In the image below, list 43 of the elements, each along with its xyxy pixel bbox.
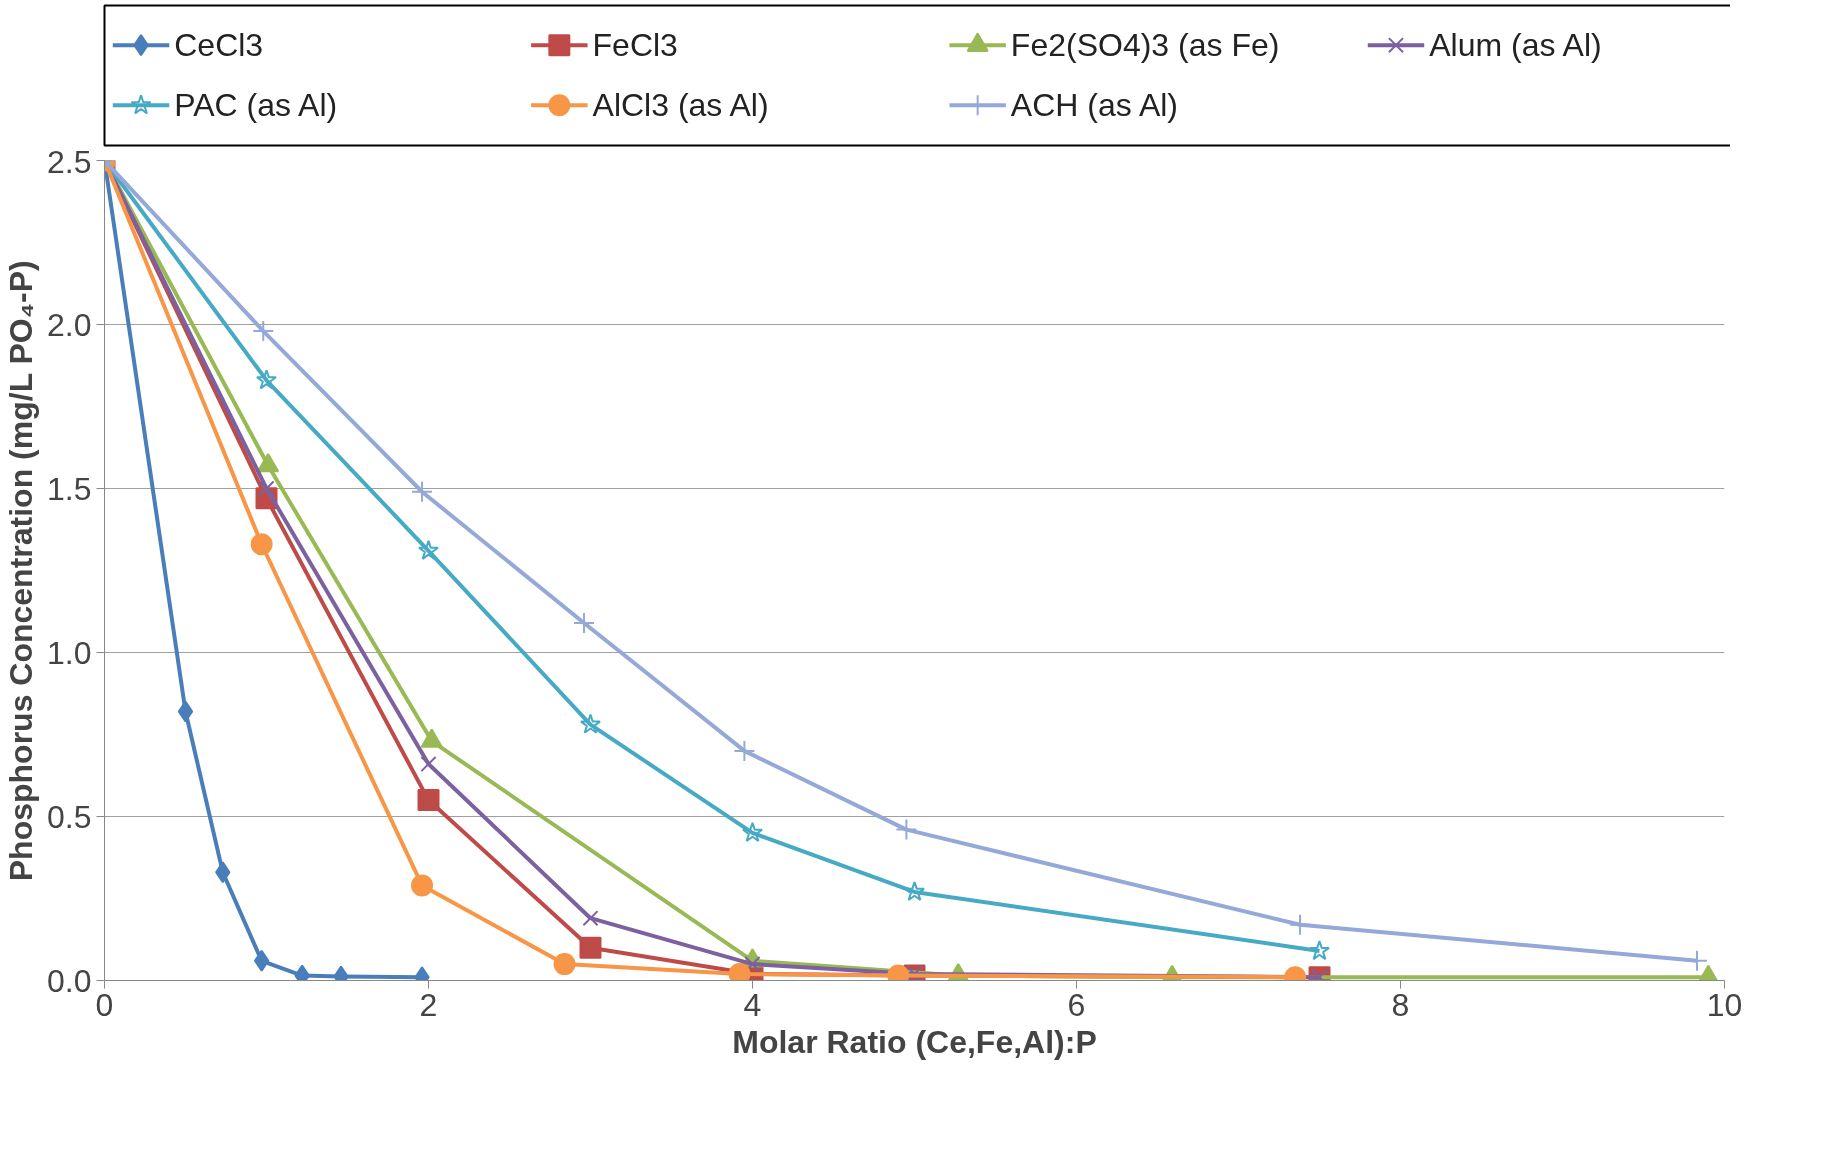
point [250,533,273,556]
point [579,713,602,734]
legend-label: Alum (as Al) [1429,27,1602,64]
point [733,739,756,762]
point [417,539,440,560]
y-tick-label: 2.5 [47,143,92,180]
x-tick-label: 8 [1391,986,1410,1023]
legend-label: ACH (as Al) [1010,87,1178,124]
point [573,611,596,634]
x-tick-label: 2 [419,986,438,1023]
y-tick-label: 1.5 [47,470,92,507]
y-tick-label: 1.0 [47,634,92,671]
point [417,789,440,812]
point [1308,939,1331,961]
point [255,369,278,390]
x-tick-label: 0 [95,986,114,1023]
x-tick-label: 10 [1706,986,1743,1023]
point [741,821,764,842]
legend-label: PAC (as Al) [174,87,338,124]
legend-label: AlCl3 (as Al) [592,87,769,124]
y-tick-label: 0.5 [47,798,92,835]
legend-label: Fe2(SO4)3 (as Fe) [1010,27,1280,64]
point [177,700,194,723]
x-axis-title: Molar Ratio (Ce,Fe,Al):P [732,1023,1097,1060]
point [728,962,751,981]
point [253,949,270,972]
x-tick-label: 6 [1067,986,1086,1023]
point [1289,913,1312,936]
x-tick-label: 4 [743,986,762,1023]
point [1685,949,1708,972]
point [411,874,434,897]
point [258,480,275,497]
y-tick-label: 2.0 [47,306,92,343]
legend-label: CeCl3 [174,27,264,64]
y-axis-title: Phosphorus Concentration (mg/L PO₄-P) [3,260,40,882]
point [579,936,602,959]
point [420,755,437,773]
point [411,480,434,503]
point [895,818,918,841]
legend-label: FeCl3 [592,27,678,64]
point [903,880,926,902]
y-tick-label: 0.0 [47,962,92,999]
point [252,320,275,343]
